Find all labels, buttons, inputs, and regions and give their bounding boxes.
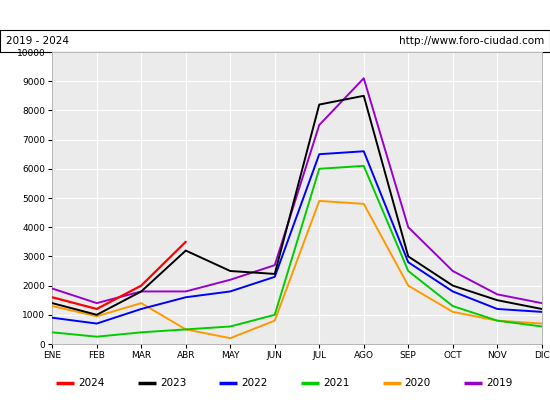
Text: 2019 - 2024: 2019 - 2024 xyxy=(6,36,69,46)
Text: 2022: 2022 xyxy=(241,378,268,388)
Text: Evolucion Nº Turistas Extranjeros en el municipio de Cullera: Evolucion Nº Turistas Extranjeros en el … xyxy=(76,8,474,22)
Text: 2021: 2021 xyxy=(323,378,349,388)
Text: http://www.foro-ciudad.com: http://www.foro-ciudad.com xyxy=(399,36,544,46)
Text: 2019: 2019 xyxy=(486,378,513,388)
Text: 2023: 2023 xyxy=(160,378,186,388)
Text: 2020: 2020 xyxy=(405,378,431,388)
Text: 2024: 2024 xyxy=(78,378,104,388)
